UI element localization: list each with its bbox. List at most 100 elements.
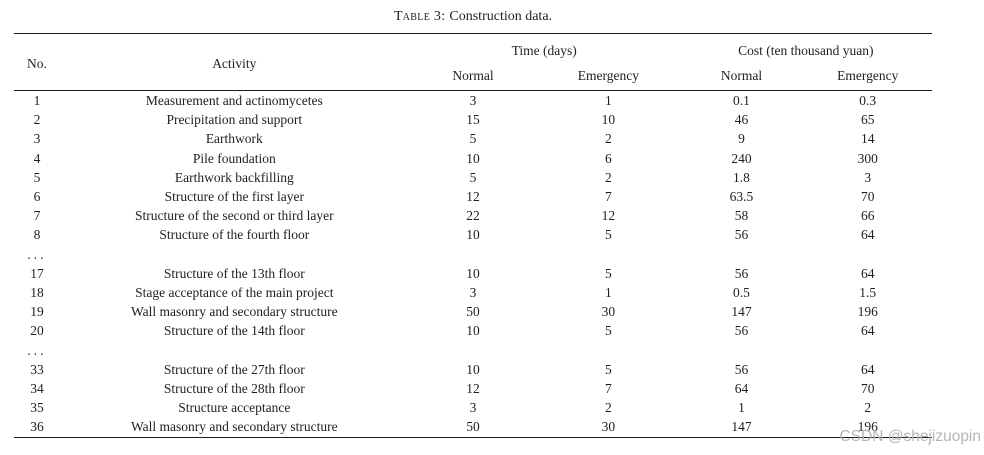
cell-activity: Structure of the 28th floor (163, 381, 305, 397)
cell-no: 6 (33, 189, 41, 205)
cell-time-emergency: 5 (605, 265, 612, 281)
table-caption-text: Construction data. (449, 9, 553, 24)
table-row: 7 Structure of the second or third layer 2… (14, 206, 932, 225)
cell-time-emergency: 30 (601, 419, 616, 435)
table-body: 1 Measurement and actinomycetes 3 1 0.1 0.3 2 P… (14, 91, 932, 438)
cell-no: 35 (30, 400, 44, 416)
cell-cost-emergency: 3 (864, 169, 872, 185)
cell-time-normal: 12 (466, 381, 480, 397)
watermark: CSDN @shejizuopin (839, 428, 981, 445)
cell-cost-normal (680, 245, 804, 264)
cell-cost-emergency: 70 (860, 381, 875, 397)
cell-activity: Earthwork (205, 131, 263, 147)
cell-time-emergency (537, 245, 679, 264)
cell-cost-emergency: 1.5 (859, 285, 877, 301)
cell-cost-emergency (803, 245, 932, 264)
cell-time-emergency: 5 (605, 323, 612, 339)
cell-time-emergency: 2 (605, 400, 612, 416)
cell-cost-emergency: 2 (864, 400, 872, 416)
cell-activity: Precipitation and support (166, 112, 303, 128)
table-header: No. Activity Time (days) Cost (ten thous… (14, 34, 932, 91)
cell-time-emergency: 2 (605, 131, 612, 147)
cell-time-normal: 10 (466, 323, 480, 339)
table-row: 1 Measurement and actinomycetes 3 1 0.1 0.3 (14, 91, 932, 111)
cell-no: 19 (30, 304, 44, 320)
cell-time-normal (409, 341, 538, 360)
table-row: 18 Stage acceptance of the main project 3 1… (14, 283, 932, 302)
header-group-row: No. Activity Time (days) Cost (ten thous… (14, 34, 932, 71)
cell-no: 5 (33, 169, 41, 185)
table-row: 4 Pile foundation 10 6 240 300 (14, 149, 932, 168)
cell-activity: Structure of the 27th floor (163, 361, 305, 377)
cell-activity: Structure of the 13th floor (163, 265, 305, 281)
cell-cost-normal (680, 341, 804, 360)
cell-time-normal: 3 (469, 93, 477, 108)
cell-time-emergency: 1 (605, 93, 612, 108)
cell-time-emergency: 2 (605, 169, 612, 185)
table-row: 3 Earthwork 5 2 9 14 (14, 129, 932, 148)
cell-no: 36 (30, 419, 44, 435)
cell-no: 20 (30, 323, 44, 339)
cell-cost-emergency: 66 (860, 208, 875, 224)
cell-cost-normal: 46 (734, 112, 749, 128)
table-caption-label: Table 3: (393, 9, 446, 24)
cell-no: 1 (33, 93, 41, 108)
cell-time-emergency: 6 (605, 150, 612, 166)
cell-activity: Structure of the first layer (164, 189, 305, 205)
cell-no: ... (27, 342, 47, 358)
cell-activity: Structure of the second or third layer (134, 208, 334, 224)
header-cost-group: Cost (ten thousand yuan) (738, 42, 874, 58)
cell-no: 33 (30, 361, 44, 377)
header-time-normal: Normal (452, 67, 494, 83)
cell-time-normal: 10 (466, 227, 480, 243)
header-time-group: Time (days) (511, 42, 577, 58)
cell-cost-normal: 147 (731, 304, 752, 320)
cell-cost-normal: 58 (734, 208, 749, 224)
header-no: No. (27, 55, 47, 71)
cell-cost-normal: 0.5 (733, 285, 750, 301)
cell-time-emergency (537, 341, 679, 360)
table-row: 2 Precipitation and support 15 10 46 65 (14, 110, 932, 129)
cell-time-emergency: 7 (605, 381, 612, 397)
cell-cost-normal: 0.1 (733, 93, 750, 108)
cell-cost-normal: 63.5 (729, 189, 754, 205)
cell-activity: Structure of the fourth floor (159, 227, 310, 243)
cell-activity: Measurement and actinomycetes (145, 93, 323, 108)
cell-time-emergency: 5 (605, 227, 612, 243)
cell-activity: Structure of the 14th floor (163, 323, 305, 339)
table-row: 6 Structure of the first layer 12 7 63.5 70 (14, 187, 932, 206)
construction-data-table: No. Activity Time (days) Cost (ten thous… (14, 33, 932, 438)
cell-time-emergency: 7 (605, 189, 612, 205)
cell-time-normal: 3 (469, 400, 477, 416)
cell-time-normal: 12 (466, 189, 480, 205)
cell-cost-emergency: 196 (857, 419, 878, 435)
cell-time-emergency: 1 (605, 285, 612, 301)
cell-time-normal: 5 (469, 131, 477, 147)
cell-time-normal: 10 (466, 361, 480, 377)
cell-cost-normal: 1 (738, 400, 745, 416)
cell-no: 18 (30, 285, 44, 301)
cell-cost-normal: 56 (734, 323, 749, 339)
cell-no: 3 (33, 131, 41, 147)
cell-activity: Stage acceptance of the main project (135, 285, 334, 301)
cell-cost-emergency: 300 (857, 150, 878, 166)
cell-cost-normal: 147 (731, 419, 752, 435)
cell-time-emergency: 5 (605, 361, 612, 377)
table-row-ellipsis: ... (14, 245, 932, 264)
cell-time-emergency: 30 (601, 304, 616, 320)
header-cost-normal: Normal (720, 67, 763, 83)
cell-time-emergency: 10 (601, 112, 616, 128)
header-sub-row: Normal Emergency Normal Emergency (14, 64, 932, 91)
table-caption: Table 3: Construction data. (14, 9, 932, 25)
table-row: 33 Structure of the 27th floor 10 5 56 64 (14, 360, 932, 379)
table-row: 35 Structure acceptance 3 2 1 2 (14, 398, 932, 417)
cell-time-normal: 22 (466, 208, 480, 224)
cell-cost-emergency: 64 (860, 227, 875, 243)
cell-cost-emergency (803, 341, 932, 360)
cell-cost-emergency: 14 (860, 131, 875, 147)
cell-no: 34 (30, 381, 44, 397)
cell-time-normal: 50 (466, 304, 480, 320)
cell-cost-normal: 64 (734, 381, 749, 397)
cell-cost-emergency: 65 (860, 112, 875, 128)
cell-cost-normal: 240 (731, 150, 752, 166)
